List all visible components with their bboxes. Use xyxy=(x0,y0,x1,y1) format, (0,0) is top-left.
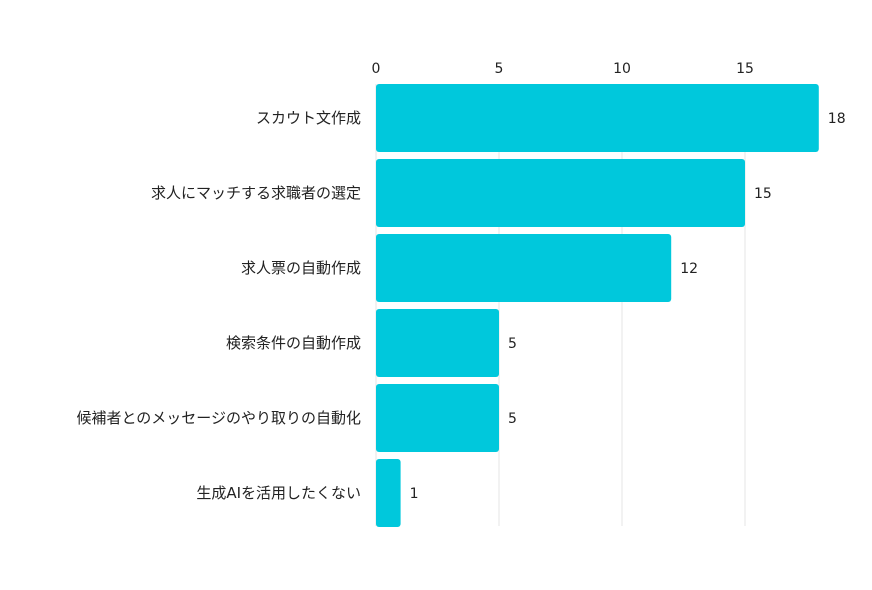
category-label-2: 求人票の自動作成 xyxy=(241,259,361,277)
value-label-0: 18 xyxy=(828,111,846,127)
category-label-0: スカウト文作成 xyxy=(256,109,361,127)
bar-0 xyxy=(376,84,819,152)
category-labels: スカウト文作成求人にマッチする求職者の選定求人票の自動作成検索条件の自動作成候補… xyxy=(76,109,361,502)
x-tick-label-0: 0 xyxy=(372,61,381,77)
bar-3 xyxy=(376,309,499,377)
gridlines xyxy=(375,84,746,526)
value-labels: 18 15 12 5 5 1 xyxy=(410,111,846,502)
value-label-3: 5 xyxy=(508,336,517,352)
value-label-1: 15 xyxy=(754,186,772,202)
x-tick-label-15: 15 xyxy=(736,61,754,77)
x-axis-ticks: 0 5 10 15 xyxy=(372,61,754,77)
value-label-4: 5 xyxy=(508,411,517,427)
category-label-1: 求人にマッチする求職者の選定 xyxy=(151,184,361,202)
bar-2 xyxy=(376,234,672,302)
x-tick-label-10: 10 xyxy=(613,61,631,77)
bar-1 xyxy=(376,159,745,227)
value-label-5: 1 xyxy=(410,486,419,502)
category-label-5: 生成AIを活用したくない xyxy=(196,484,361,502)
value-label-2: 12 xyxy=(680,261,698,277)
bar-4 xyxy=(376,384,499,452)
bars xyxy=(376,84,819,527)
category-label-3: 検索条件の自動作成 xyxy=(226,334,361,352)
x-tick-label-5: 5 xyxy=(495,61,504,77)
category-label-4: 候補者とのメッセージのやり取りの自動化 xyxy=(76,409,361,427)
bar-5 xyxy=(376,459,401,527)
